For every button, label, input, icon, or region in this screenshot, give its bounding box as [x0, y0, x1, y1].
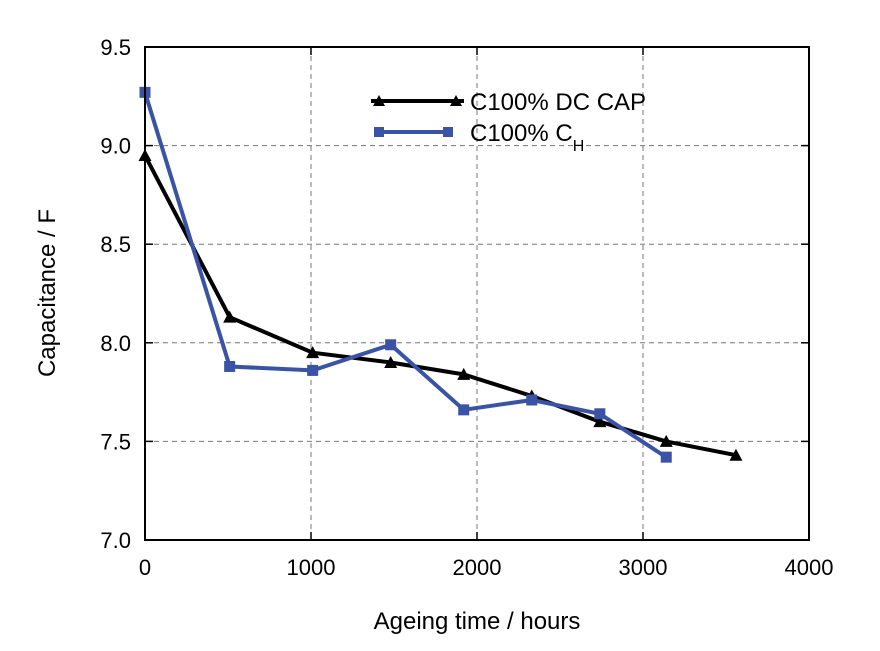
data-point-triangle	[729, 448, 743, 461]
y-tick-label: 7.5	[100, 429, 131, 454]
data-point-square	[660, 451, 672, 463]
y-tick-label: 8.5	[100, 232, 131, 257]
data-point-square	[307, 364, 319, 376]
data-point-triangle	[659, 434, 673, 447]
x-tick-labels: 0 1000 2000 3000 4000	[139, 555, 834, 580]
legend-label-ch-main: C100% C	[470, 120, 573, 147]
plot-frame	[144, 46, 810, 541]
series-line	[143, 154, 737, 458]
data-point-square	[526, 394, 538, 406]
series-2	[139, 86, 672, 463]
series-line	[143, 91, 668, 459]
data-point-square	[458, 404, 470, 416]
y-axis-title: Capacitance / F	[34, 209, 61, 377]
data-point-triangle	[306, 346, 320, 359]
data-point-square	[385, 339, 397, 351]
y-tick-label: 9.0	[100, 134, 131, 159]
data-point-square	[594, 408, 606, 420]
legend: C100% DC CAP C100% CH	[371, 89, 646, 155]
y-tick-label: 8.0	[100, 331, 131, 356]
legend-marker-triangle	[450, 95, 462, 106]
legend-label-dc-cap: C100% DC CAP	[470, 89, 646, 116]
legend-label-ch-sub: H	[573, 138, 585, 155]
x-tick-label: 3000	[619, 555, 668, 580]
series-layer	[138, 86, 743, 463]
x-tick-label: 0	[139, 555, 151, 580]
legend-label-ch: C100% CH	[470, 120, 584, 155]
x-tick-label: 2000	[453, 555, 502, 580]
legend-marker-square	[443, 127, 453, 137]
series-1	[138, 148, 743, 461]
grid	[145, 47, 809, 540]
y-tick-label: 9.5	[100, 35, 131, 60]
data-point-triangle	[457, 367, 471, 380]
y-tick-labels: 7.0 7.5 8.0 8.5 9.0 9.5	[100, 35, 131, 553]
legend-marker-triangle	[373, 95, 385, 106]
data-point-triangle	[384, 356, 398, 369]
data-point-square	[224, 360, 236, 372]
data-point-triangle	[223, 310, 237, 323]
x-tick-label: 1000	[287, 555, 336, 580]
y-tick-label: 7.0	[100, 528, 131, 553]
x-tick-label: 4000	[785, 555, 834, 580]
legend-marker-square	[374, 127, 384, 137]
data-point-triangle	[593, 415, 607, 428]
x-axis-title: Ageing time / hours	[374, 608, 581, 635]
